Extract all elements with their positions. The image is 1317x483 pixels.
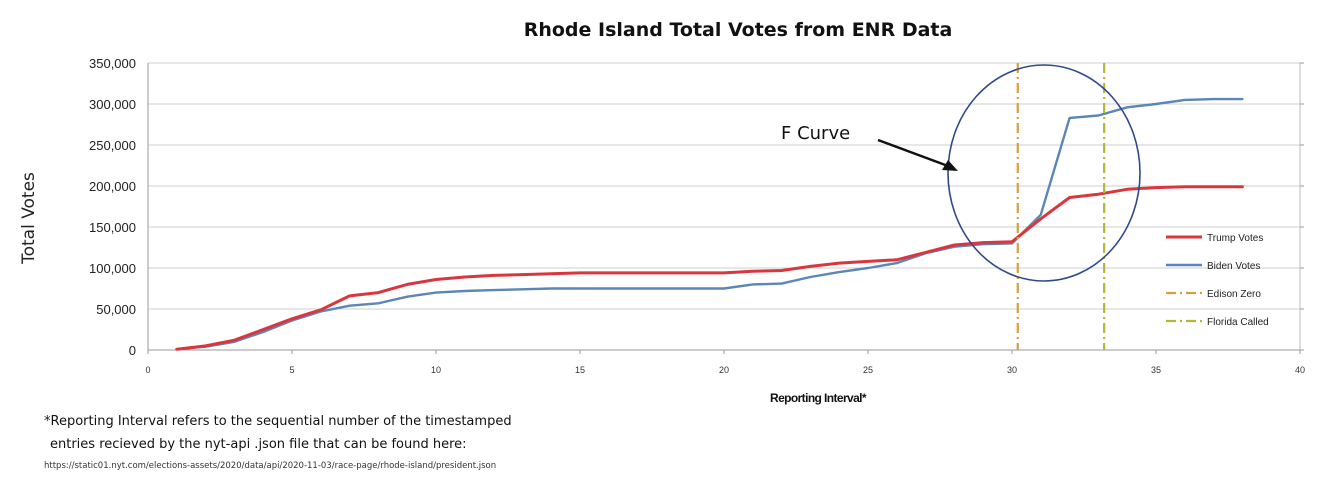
series-line-trump-votes	[175, 185, 1244, 351]
legend-label: Biden Votes	[1207, 261, 1260, 272]
y-tick-labels: 0 50,000 100,000 150,000 200,000 250,000 300,0…	[89, 56, 136, 358]
footnote-line-2: entries recieved by the nyt-api .json fi…	[50, 437, 467, 452]
f-curve-annotation: F Curve	[781, 123, 850, 144]
f-curve-circle	[947, 64, 1141, 282]
legend: Trump Votes Biden Votes Edison Zero Florida…	[1166, 233, 1269, 328]
x-tick-label: 35	[1151, 365, 1161, 375]
y-tick-label: 350,000	[89, 56, 136, 71]
annotation-arrow-head	[942, 160, 958, 171]
reference-lines	[1016, 63, 1106, 350]
series-line-biden-votes	[175, 97, 1244, 351]
y-tick-label: 200,000	[89, 179, 136, 194]
footnote-url: https://static01.nyt.com/elections-asset…	[44, 461, 497, 471]
y-axis-label: Total Votes	[19, 172, 39, 265]
y-tick-label: 100,000	[89, 261, 136, 276]
x-tick-label: 20	[719, 365, 729, 375]
y-tick-label: 0	[129, 343, 136, 358]
legend-label: Trump Votes	[1207, 233, 1263, 244]
x-tick-label: 5	[289, 365, 294, 375]
x-tick-labels: 0 5 10 15 20 25 30 35 40	[145, 365, 1305, 375]
legend-label: Edison Zero	[1207, 289, 1261, 300]
y-tick-label: 50,000	[96, 302, 136, 317]
x-tick-label: 40	[1295, 365, 1305, 375]
y-tick-label: 150,000	[89, 220, 136, 235]
x-tick-label: 15	[575, 365, 585, 375]
series-lines	[175, 97, 1244, 351]
x-tick-label: 0	[145, 365, 150, 375]
footnote-line-1: *Reporting Interval refers to the sequen…	[44, 414, 512, 429]
gridlines	[148, 62, 1300, 351]
annotation-arrow-shaft	[877, 138, 949, 168]
axes	[147, 62, 1304, 354]
x-tick-label: 10	[431, 365, 441, 375]
x-axis-label: Reporting Interval*	[770, 391, 867, 405]
x-tick-label: 30	[1007, 365, 1017, 375]
chart-title: Rhode Island Total Votes from ENR Data	[524, 19, 953, 41]
y-tick-label: 250,000	[89, 138, 136, 153]
y-tick-label: 300,000	[89, 97, 136, 112]
legend-label: Florida Called	[1207, 317, 1269, 328]
x-tick-label: 25	[863, 365, 873, 375]
